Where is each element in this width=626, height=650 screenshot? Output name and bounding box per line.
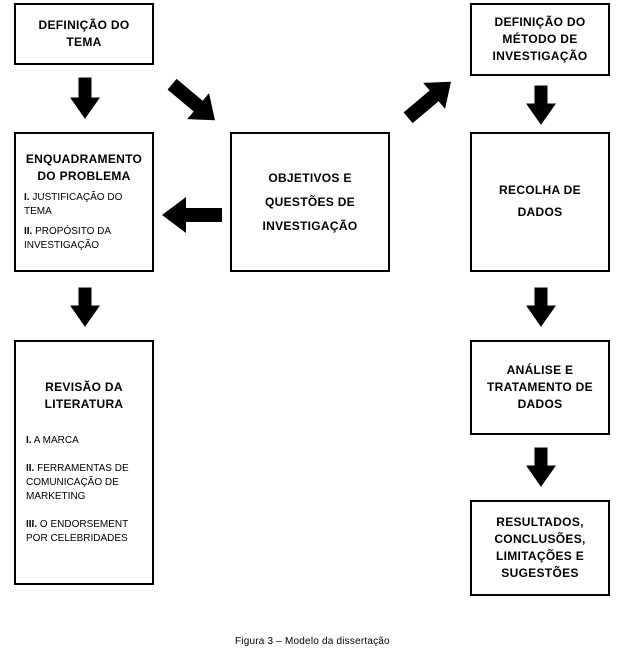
arrow-down-icon bbox=[526, 84, 556, 126]
node-objetivos: OBJETIVOS E QUESTÕES DE INVESTIGAÇÃO bbox=[230, 132, 390, 272]
arrow-left-icon bbox=[160, 193, 224, 237]
node-title: ENQUADRAMENTO DO PROBLEMA bbox=[24, 151, 144, 185]
arrow-down-icon bbox=[70, 286, 100, 328]
node-title: REVISÃO DA LITERATURA bbox=[26, 379, 142, 413]
arrow-down-icon bbox=[526, 286, 556, 328]
node-sub-2: II. PROPÓSITO DA INVESTIGAÇÃO bbox=[24, 225, 144, 253]
arrow-diagonal-icon bbox=[160, 74, 224, 128]
node-title: DEFINIÇÃO DO MÉTODO DE INVESTIGAÇÃO bbox=[493, 14, 588, 64]
node-recolha: RECOLHA DE DADOS bbox=[470, 132, 610, 272]
node-title: RESULTADOS, CONCLUSÕES, LIMITAÇÕES E SUG… bbox=[494, 514, 585, 581]
figure-caption: Figura 3 – Modelo da dissertação bbox=[235, 636, 390, 647]
node-definicao-metodo: DEFINIÇÃO DO MÉTODO DE INVESTIGAÇÃO bbox=[470, 3, 610, 76]
node-sub-2: II. FERRAMENTAS DE COMUNICAÇÃO DE MARKET… bbox=[26, 462, 142, 504]
node-sub-3: III. O ENDORSEMENT POR CELEBRIDADES bbox=[26, 518, 142, 546]
arrow-diagonal-icon bbox=[396, 74, 460, 128]
node-title: DEFINIÇÃO DO TEMA bbox=[24, 17, 144, 51]
arrow-down-icon bbox=[70, 76, 100, 120]
node-definicao-tema: DEFINIÇÃO DO TEMA bbox=[14, 3, 154, 65]
node-title: ANÁLISE E TRATAMENTO DE DADOS bbox=[487, 362, 593, 412]
node-sub-1: I. A MARCA bbox=[26, 434, 142, 448]
arrow-down-icon bbox=[526, 446, 556, 488]
node-title: OBJETIVOS E QUESTÕES DE INVESTIGAÇÃO bbox=[263, 166, 358, 238]
node-title: RECOLHA DE DADOS bbox=[499, 180, 581, 223]
node-revisao: REVISÃO DA LITERATURA I. A MARCA II. FER… bbox=[14, 340, 154, 585]
node-sub-1: I. JUSTIFICAÇÃO DO TEMA bbox=[24, 191, 144, 219]
node-resultados: RESULTADOS, CONCLUSÕES, LIMITAÇÕES E SUG… bbox=[470, 500, 610, 596]
node-analise: ANÁLISE E TRATAMENTO DE DADOS bbox=[470, 340, 610, 435]
node-enquadramento: ENQUADRAMENTO DO PROBLEMA I. JUSTIFICAÇÃ… bbox=[14, 132, 154, 272]
